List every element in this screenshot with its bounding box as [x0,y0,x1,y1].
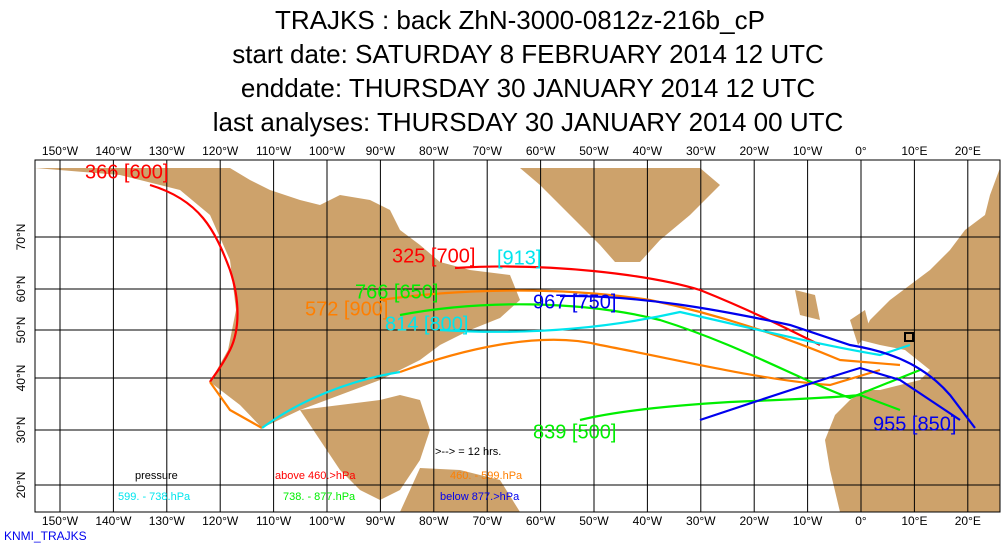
longitude-label: 40°W [633,144,663,158]
legend-item: 599. - 738.hPa [118,491,191,503]
trajectory [454,265,821,346]
trajectory [439,310,911,357]
longitude-label: 10°E [901,514,927,528]
longitude-label: 90°W [366,144,396,158]
trajectory [209,381,263,429]
legend-item: below 877.>hPa [440,491,520,503]
longitude-label: 50°W [579,144,609,158]
latitude-label: 20°N [14,472,28,499]
title-line: start date: SATURDAY 8 FEBRUARY 2014 12 … [232,39,824,69]
longitude-label: 130°W [149,514,186,528]
trajectory-label: 839 [500] [533,421,616,443]
trajectory [261,370,401,429]
trajectories [149,183,976,429]
longitude-label: 140°W [95,144,132,158]
longitude-label: 0° [855,514,867,528]
longitude-label: 70°W [472,514,502,528]
trajectory [399,303,921,400]
trajectory-labels: 366 [600] 325 [700] [913] 766 [650]572 [900… [85,161,956,443]
trajectory [699,366,961,422]
longitude-label: 110°W [256,144,292,158]
title-line: enddate: THURSDAY 30 JANUARY 2014 12 UTC [241,73,815,103]
longitude-label: 150°W [42,514,79,528]
longitude-label: 150°W [42,144,79,158]
trajectory [579,393,901,422]
graticule [35,160,1000,512]
trajectory [399,338,881,387]
footer: KNMI_TRAJKS [4,529,87,543]
latitude-label: 40°N [14,365,28,392]
longitude-label: 20°W [739,514,769,528]
north-america [35,168,520,428]
greenland [520,168,720,262]
title-line: TRAJKS : back ZhN-3000-0812z-216b_cP [275,5,765,35]
longitude-label: 30°W [686,144,716,158]
longitude-label: 20°E [955,514,981,528]
latitude-label: 30°N [14,417,28,444]
legend-item: above 460.>hPa [275,470,356,482]
longitude-label: 20°W [739,144,769,158]
longitude-label: 70°W [472,144,502,158]
trajectory-label: 955 [850] [873,413,956,435]
longitude-label: 10°W [793,144,823,158]
land [35,168,1000,512]
trajectory-label: 325 [700] [392,245,475,267]
longitude-label: 110°W [256,514,292,528]
longitude-label: 100°W [309,514,346,528]
longitude-label: 80°W [419,144,449,158]
longitude-label: 60°W [526,144,556,158]
trajectory [149,183,239,383]
trajectory-label: 366 [600] [85,161,168,183]
legend-item: pressure [135,470,178,482]
trajectory-label: 814 [800] [385,313,468,335]
trajectory [559,294,976,429]
legend-item: 738. - 877.hPa [283,491,356,503]
longitude-label: 120°W [202,514,239,528]
legend: pressure above 460.>hPa 460. - 599.hPa 599.… [118,470,523,503]
longitude-label: 140°W [95,514,132,528]
longitude-label: 90°W [366,514,396,528]
map-frame [34,159,1001,513]
origin-marker [904,332,914,342]
longitude-label: 100°W [309,144,346,158]
trajectory-label: 967 [750] [533,291,616,313]
legend-item: 460. - 599.hPa [450,470,523,482]
interval-note: >--> = 12 hrs. [435,446,501,458]
trajectory-label: 572 [900] [305,298,388,320]
latitude-label: 60°N [14,276,28,303]
trajectory-label: 766 [650] [355,281,438,303]
longitude-label: 10°E [901,144,927,158]
central-america [300,395,430,500]
longitude-label: 130°W [149,144,186,158]
south-america [400,468,520,512]
latitude-label: 50°N [14,317,28,344]
title-line: last analyses: THURSDAY 30 JANUARY 2014 … [213,107,844,137]
longitude-label: 40°W [633,514,663,528]
latitude-label: 70°N [14,224,28,251]
longitude-label: 80°W [419,514,449,528]
longitude-label: 0° [855,144,867,158]
longitude-label: 120°W [202,144,239,158]
longitude-label: 50°W [579,514,609,528]
longitude-label: 10°W [793,514,823,528]
longitude-label: 30°W [686,514,716,528]
trajectory-label: [913] [497,247,541,269]
longitude-label: 60°W [526,514,556,528]
british-isles [850,310,870,345]
longitude-label: 20°E [955,144,981,158]
